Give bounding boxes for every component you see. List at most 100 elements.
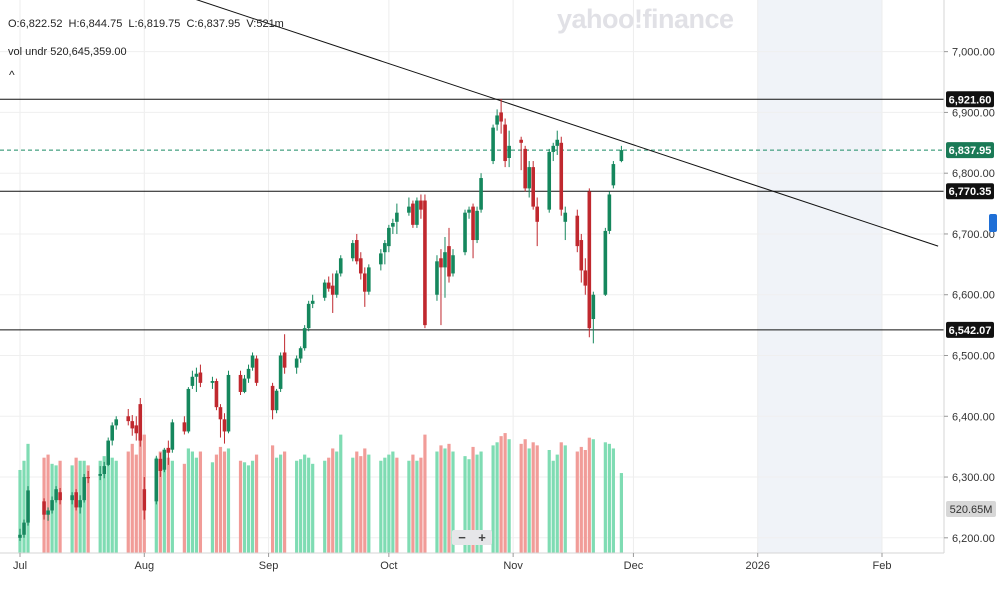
candle-body [134, 425, 139, 434]
candle-body [250, 355, 255, 368]
candle-body [294, 358, 299, 368]
volume-bar [367, 454, 371, 553]
candle-body [238, 374, 243, 392]
candle-body [102, 466, 106, 474]
candle-body [114, 419, 119, 426]
volume-bar [198, 451, 203, 553]
level-label: 6,770.35 [949, 186, 992, 198]
volume-bar [351, 457, 355, 553]
volume-bar [182, 463, 186, 553]
high-value: H:6,844.75 [68, 18, 123, 30]
candle-body [531, 167, 535, 207]
level-badge [946, 91, 994, 108]
volume-bar [547, 449, 551, 553]
candle-body [162, 449, 167, 470]
trendline [195, 0, 939, 247]
candle-body [26, 490, 30, 523]
candle-body [547, 151, 552, 210]
y-tick-label: 6,500.00 [952, 351, 995, 363]
volume-bar [154, 457, 158, 553]
volume-bar [419, 457, 423, 553]
volume-bar [82, 460, 86, 553]
ohlc-readout: O:6,822.52 H:6,844.75 L:6,819.75 C:6,837… [8, 18, 287, 30]
volume-bar [130, 443, 134, 553]
candle-body [70, 495, 74, 501]
candle-body [350, 243, 355, 259]
vol-undr-value: 520,645,359.00 [50, 46, 127, 58]
volume-bar [519, 443, 523, 553]
volume-bar [463, 456, 467, 553]
collapse-caret-icon[interactable]: ^ [9, 68, 15, 82]
candle-body [182, 422, 187, 432]
volume-bar [126, 451, 130, 553]
candle-body [226, 374, 231, 432]
candle-body [354, 240, 359, 262]
volume-bar [535, 445, 539, 553]
candle-body [278, 355, 283, 389]
volume-bar [295, 460, 299, 553]
candle-body [523, 148, 527, 189]
candle-body [563, 212, 568, 222]
volume-bar [190, 451, 194, 553]
candle-body [475, 210, 479, 241]
candle-body [367, 267, 371, 292]
volume-bar [591, 439, 595, 553]
zoom-in-button[interactable]: + [478, 530, 486, 545]
volume-bar [335, 451, 339, 553]
volume-value: V:521m [246, 18, 284, 30]
volume-bar [283, 451, 287, 553]
level-badge [946, 183, 994, 200]
candle-body [607, 194, 612, 231]
low-value: L:6,819.75 [128, 18, 181, 30]
volume-bar [611, 448, 615, 553]
volume-bar [387, 454, 391, 553]
candle-body [222, 419, 227, 432]
candle-body [451, 255, 455, 274]
level-badge [946, 321, 994, 338]
volume-bar [18, 469, 22, 553]
volume-bar [170, 460, 174, 553]
candle-body [383, 243, 387, 253]
volume-bar [162, 454, 166, 553]
y-tick-label: 6,400.00 [952, 411, 995, 423]
vol-undr-readout: vol undr 520,645,359.00 [8, 46, 127, 58]
volume-bar [106, 454, 110, 553]
candle-body [591, 294, 596, 320]
volume-bar [443, 448, 447, 553]
y-tick-label: 7,000.00 [952, 47, 995, 59]
volume-bar [407, 460, 411, 553]
candle-body [559, 142, 564, 210]
candle-body [338, 258, 343, 274]
candle-body [415, 200, 419, 225]
zoom-controls: − + [452, 530, 492, 545]
candle-body [555, 139, 560, 146]
candle-body [471, 206, 475, 241]
last-price-badge [946, 142, 994, 159]
volume-bar [527, 448, 531, 553]
volume-bar [98, 460, 102, 553]
volume-bar [102, 456, 106, 553]
candle-body [22, 522, 26, 535]
volume-bar [246, 465, 251, 553]
volume-bar [254, 454, 259, 553]
axis-scale-handle[interactable] [989, 214, 997, 232]
volume-bar [58, 460, 62, 553]
candle-body [334, 273, 339, 295]
volume-bar [70, 465, 74, 553]
volume-bar [222, 451, 227, 553]
volume-bar [563, 445, 567, 553]
candle-body [142, 489, 147, 511]
candle-body [407, 206, 411, 213]
candle-body [246, 368, 251, 379]
volume-bar [507, 439, 511, 553]
x-month-label: 2026 [745, 560, 769, 572]
volume-bar [451, 451, 455, 553]
volume-badge [946, 501, 996, 517]
candle-body [499, 112, 503, 122]
volume-bar [339, 434, 343, 553]
candle-body [138, 404, 143, 441]
zoom-out-button[interactable]: − [458, 530, 466, 545]
volume-bar [435, 451, 439, 553]
candle-body [358, 258, 363, 274]
